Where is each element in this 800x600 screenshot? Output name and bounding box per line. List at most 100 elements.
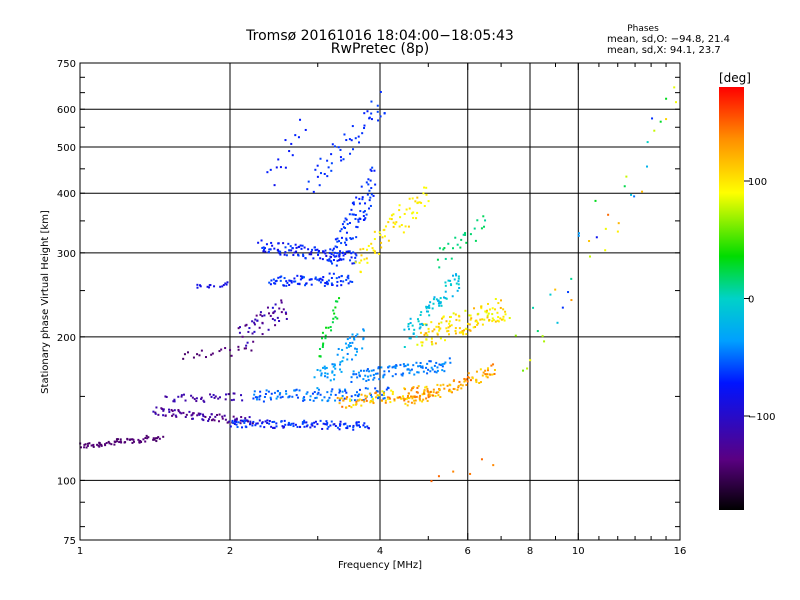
data-point <box>365 399 368 402</box>
data-point <box>394 373 397 376</box>
data-point <box>297 136 300 139</box>
data-point <box>261 315 264 318</box>
data-point <box>213 419 216 422</box>
data-point <box>157 436 160 439</box>
data-point <box>332 259 335 262</box>
data-point <box>281 395 284 398</box>
data-point <box>373 250 376 253</box>
data-point <box>340 242 343 245</box>
data-point <box>392 225 395 228</box>
data-point <box>532 306 535 309</box>
data-point <box>381 236 384 239</box>
data-point <box>361 198 364 201</box>
data-point <box>350 395 353 398</box>
data-point <box>270 392 273 395</box>
data-point <box>468 328 471 331</box>
data-point <box>179 411 182 414</box>
data-point <box>319 419 322 422</box>
data-point <box>310 283 313 286</box>
data-point <box>399 363 402 366</box>
data-point <box>327 166 330 169</box>
data-point <box>423 204 426 207</box>
data-point <box>251 320 254 323</box>
data-point <box>623 185 626 188</box>
data-point <box>340 274 343 277</box>
data-point <box>394 367 397 370</box>
data-point <box>433 370 436 373</box>
data-point <box>326 376 329 379</box>
data-point <box>322 366 325 369</box>
data-point <box>277 250 280 253</box>
data-point <box>473 227 476 230</box>
data-point <box>327 425 330 428</box>
data-point <box>325 326 328 329</box>
data-point <box>359 369 362 372</box>
data-point <box>466 376 469 379</box>
data-point <box>441 369 444 372</box>
data-point <box>462 329 465 332</box>
data-point <box>426 390 429 393</box>
data-point <box>438 301 441 304</box>
data-point <box>328 258 331 261</box>
data-point <box>170 408 173 411</box>
data-point <box>235 420 238 423</box>
data-point <box>420 322 423 325</box>
x-axis-ticks: 1 2 4 6 8 10 16 <box>77 63 686 557</box>
data-point <box>318 279 321 282</box>
data-point <box>334 300 337 303</box>
data-point <box>319 393 322 396</box>
data-point <box>329 424 332 427</box>
data-point <box>377 395 380 398</box>
data-point <box>374 387 377 390</box>
data-point <box>387 239 390 242</box>
data-point <box>386 396 389 399</box>
data-point <box>330 420 333 423</box>
grid <box>80 63 680 540</box>
data-point <box>351 262 354 265</box>
data-point <box>373 376 376 379</box>
data-point <box>308 278 311 281</box>
data-point <box>351 341 354 344</box>
data-point <box>191 417 194 420</box>
data-point <box>352 404 355 407</box>
data-point <box>350 238 353 241</box>
data-point <box>311 248 314 251</box>
data-point <box>421 365 424 368</box>
data-point <box>300 247 303 250</box>
data-point <box>358 425 361 428</box>
data-point <box>397 396 400 399</box>
data-point <box>346 427 349 430</box>
data-point <box>492 363 495 366</box>
data-point <box>294 280 297 283</box>
data-point <box>419 364 422 367</box>
data-point <box>330 153 333 156</box>
data-point <box>406 404 409 407</box>
data-point <box>334 393 337 396</box>
data-point <box>403 345 406 348</box>
data-point <box>347 277 350 280</box>
data-point <box>400 373 403 376</box>
data-point <box>259 313 262 316</box>
data-point <box>457 386 460 389</box>
data-point <box>313 246 316 249</box>
data-point <box>491 373 494 376</box>
data-point <box>475 381 478 384</box>
data-point <box>180 394 183 397</box>
data-point <box>200 396 203 399</box>
data-point <box>303 399 306 402</box>
data-point <box>362 247 365 250</box>
data-point <box>274 303 277 306</box>
data-point <box>465 383 468 386</box>
data-point <box>321 399 324 402</box>
data-point <box>449 361 452 364</box>
data-point <box>268 422 271 425</box>
data-point <box>172 400 175 403</box>
y-tick-label: 300 <box>57 249 76 260</box>
data-point <box>336 300 339 303</box>
data-point <box>254 318 257 321</box>
data-point <box>144 437 147 440</box>
data-point <box>400 397 403 400</box>
data-point <box>249 422 252 425</box>
data-point <box>316 423 319 426</box>
